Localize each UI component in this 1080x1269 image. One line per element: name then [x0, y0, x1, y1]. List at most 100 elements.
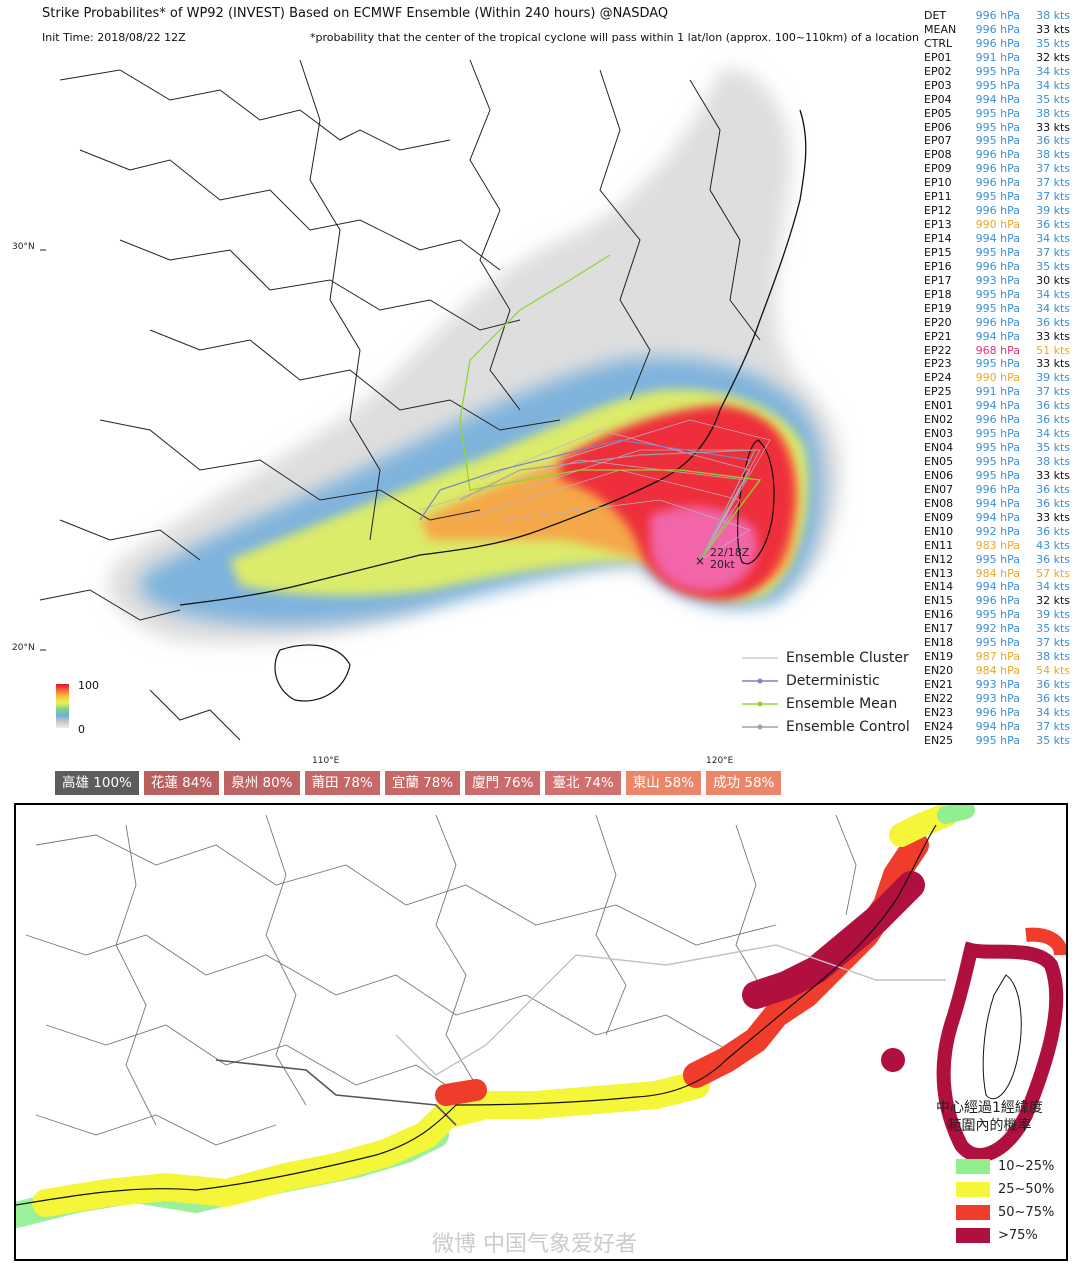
member-wind: 38 kts	[1036, 148, 1070, 162]
lat-label-20: 20°N	[12, 643, 35, 653]
member-wind: 34 kts	[1036, 78, 1070, 92]
member-pressure: 993 hPa	[975, 273, 1020, 287]
taiwan-probability-ring	[936, 941, 1064, 1162]
member-row: EN01 994 hPa 36 kts	[924, 399, 1074, 413]
probability-legend-title-line2: 範圍內的機率	[947, 1118, 1032, 1134]
lat-label-30: 30°N	[12, 242, 35, 252]
station-probability-chip: 高雄 100%	[55, 771, 139, 795]
hainan-outline	[274, 644, 351, 702]
storm-center-marker: ×	[695, 554, 705, 568]
member-pressure: 995 hPa	[975, 245, 1020, 259]
member-row: EP12 996 hPa 39 kts	[924, 204, 1074, 218]
regional-boundaries	[25, 814, 857, 1146]
member-pressure: 987 hPa	[975, 650, 1020, 664]
member-id: EN04	[924, 441, 954, 455]
member-id: EP25	[924, 385, 952, 399]
member-row: EP08 996 hPa 38 kts	[924, 148, 1074, 162]
lon-label-120: 120°E	[706, 756, 734, 766]
member-row: EN07 996 hPa 36 kts	[924, 483, 1074, 497]
member-row: EP05 995 hPa 38 kts	[924, 107, 1074, 121]
member-pressure: 995 hPa	[975, 608, 1020, 622]
member-pressure: 994 hPa	[975, 580, 1020, 594]
member-pressure: 995 hPa	[975, 190, 1020, 204]
member-pressure: 990 hPa	[975, 371, 1020, 385]
deterministic-line-icon	[742, 678, 778, 683]
member-id: EP13	[924, 218, 952, 232]
member-wind: 36 kts	[1036, 552, 1070, 566]
member-wind: 38 kts	[1036, 650, 1070, 664]
member-row: EP10 996 hPa 37 kts	[924, 176, 1074, 190]
member-row: EN15 996 hPa 32 kts	[924, 594, 1074, 608]
member-id: EP04	[924, 92, 952, 106]
member-row: EP11 995 hPa 37 kts	[924, 190, 1074, 204]
member-wind: 35 kts	[1036, 92, 1070, 106]
storm-time: 22/18Z	[710, 546, 750, 559]
member-wind: 39 kts	[1036, 204, 1070, 218]
member-id: EN18	[924, 636, 954, 650]
member-wind: 33 kts	[1036, 22, 1070, 36]
member-row: EP14 994 hPa 34 kts	[924, 232, 1074, 246]
member-row: EN09 994 hPa 33 kts	[924, 511, 1074, 525]
member-wind: 34 kts	[1036, 301, 1070, 315]
member-row: DET 996 hPa 38 kts	[924, 9, 1074, 23]
member-wind: 35 kts	[1036, 622, 1070, 636]
strike-probability-map-panel: × Strike Probabilites* of WP92 (INVEST) …	[12, 6, 1074, 795]
member-row: EP25 991 hPa 37 kts	[924, 385, 1074, 399]
member-wind: 38 kts	[1036, 106, 1070, 120]
member-row: EP20 996 hPa 36 kts	[924, 316, 1074, 330]
member-id: EP16	[924, 259, 952, 273]
member-row: EN25 995 hPa 35 kts	[924, 734, 1074, 748]
member-row: EN11 983 hPa 43 kts	[924, 539, 1074, 553]
member-pressure: 990 hPa	[975, 218, 1020, 232]
member-id: EP14	[924, 232, 952, 245]
member-pressure: 984 hPa	[975, 664, 1020, 678]
member-pressure: 995 hPa	[975, 427, 1020, 441]
member-pressure: 995 hPa	[975, 733, 1020, 747]
member-id: EP20	[924, 315, 952, 329]
member-pressure: 995 hPa	[975, 134, 1020, 148]
cluster-line-icon	[742, 656, 778, 659]
member-wind: 34 kts	[1036, 427, 1070, 441]
member-id: EP21	[924, 329, 952, 343]
member-row: EP06 995 hPa 33 kts	[924, 121, 1074, 135]
member-wind: 35 kts	[1036, 441, 1070, 455]
member-pressure: 991 hPa	[975, 385, 1020, 399]
member-wind: 32 kts	[1036, 50, 1070, 64]
member-row: EN05 995 hPa 38 kts	[924, 455, 1074, 469]
member-row: EN04 995 hPa 35 kts	[924, 441, 1074, 455]
member-wind: 51 kts	[1036, 343, 1070, 357]
station-probability-chip: 廈門 76%	[465, 771, 541, 795]
member-pressure: 994 hPa	[975, 496, 1020, 510]
member-row: EP17 993 hPa 30 kts	[924, 274, 1074, 288]
ensemble-control-track	[459, 449, 756, 561]
member-id: EN02	[924, 413, 954, 427]
member-id: EN05	[924, 455, 954, 468]
member-pressure: 996 hPa	[975, 9, 1020, 22]
probability-map-canvas: ×	[39, 59, 842, 741]
member-pressure: 994 hPa	[975, 399, 1020, 413]
member-row: EN13 984 hPa 57 kts	[924, 567, 1074, 581]
member-pressure: 968 hPa	[975, 343, 1020, 357]
member-pressure: 996 hPa	[975, 22, 1020, 36]
member-wind: 36 kts	[1036, 482, 1070, 496]
probability-legend-item: 10~25%	[956, 1155, 1054, 1178]
coastline	[179, 109, 807, 606]
member-wind: 33 kts	[1036, 120, 1070, 134]
member-id: EN16	[924, 608, 954, 622]
member-pressure: 996 hPa	[975, 413, 1020, 427]
probability-range-label: 10~25%	[998, 1159, 1055, 1174]
legend-cluster-label: Ensemble Cluster	[786, 649, 909, 666]
legend-ensemble-control: Ensemble Control	[742, 715, 910, 738]
member-row: EP03 995 hPa 34 kts	[924, 79, 1074, 93]
probability-swatch	[956, 1159, 990, 1174]
member-pressure: 996 hPa	[975, 705, 1020, 719]
station-probability-chip: 莆田 78%	[304, 771, 380, 795]
member-wind: 34 kts	[1036, 64, 1070, 78]
probability-colorbar	[56, 684, 69, 728]
member-id: EP10	[924, 176, 952, 190]
member-row: EP13 990 hPa 36 kts	[924, 218, 1074, 232]
regional-map-canvas	[16, 805, 1066, 1228]
member-wind: 36 kts	[1036, 399, 1070, 413]
regional-deterministic-track	[215, 1059, 457, 1126]
member-pressure: 995 hPa	[975, 106, 1020, 120]
